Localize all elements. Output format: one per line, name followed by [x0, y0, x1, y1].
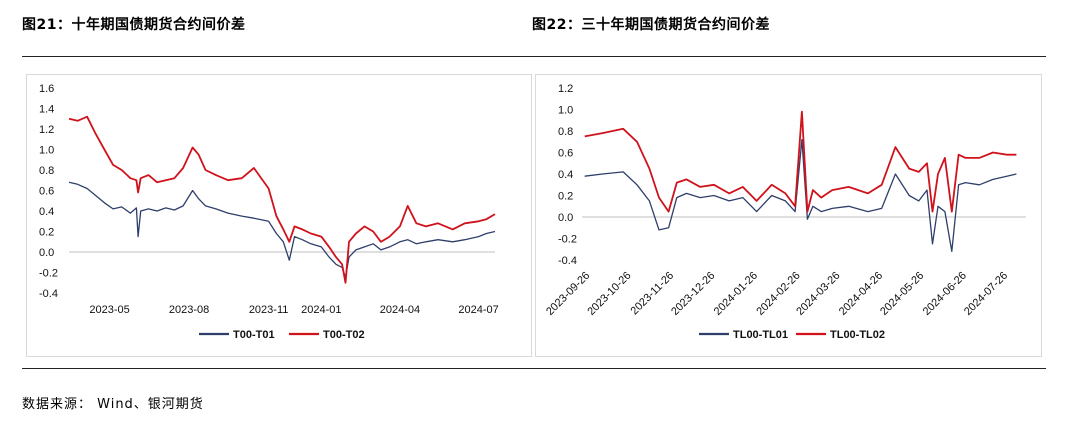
- series-line-t00-t01: [68, 181, 496, 279]
- x-tick-label: 2024-05-26: [878, 270, 926, 318]
- y-tick-label: -0.4: [39, 288, 58, 300]
- chart-panel-thirty-year: -0.4 -0.2 0.0 0.2 0.4 0.6 0.8 1.0 1.2 2023-09-26 2…: [535, 74, 1042, 357]
- x-tick-label: 2024-04-26: [837, 270, 885, 318]
- y-tick-label: 1.4: [39, 104, 54, 116]
- x-tick-label: 2023-05: [89, 304, 129, 316]
- y-tick-label: 0.6: [39, 186, 54, 198]
- x-tick-label: 2023-11: [249, 304, 289, 316]
- x-tick-label: 2024-01: [301, 304, 341, 316]
- legend-label: T00-T01: [233, 329, 275, 341]
- x-tick-label: 2023-10-26: [585, 270, 633, 318]
- y-tick-label: 0.8: [39, 165, 54, 177]
- y-tick-label: 0.2: [558, 191, 573, 203]
- y-tick-label: -0.2: [558, 234, 577, 246]
- legend-label: TL00-TL02: [830, 329, 885, 341]
- x-tick-label: 2024-04: [380, 304, 420, 316]
- y-tick-label: 0.4: [558, 169, 573, 181]
- x-tick-label: 2024-03-26: [794, 270, 842, 318]
- legend-label: TL00-TL01: [733, 329, 788, 341]
- right-chart-title: 图22：三十年期国债期货合约间价差: [532, 17, 770, 33]
- x-tick-label: 2024-07-26: [962, 270, 1010, 318]
- x-tick-label: 2024-01-26: [712, 270, 760, 318]
- top-divider: [22, 56, 1046, 57]
- series-line-tl00-tl01: [584, 138, 1017, 253]
- thirty-year-spread-chart: -0.4-0.20.00.20.40.60.81.01.22023-09-262…: [544, 83, 1026, 341]
- y-tick-label: 0.4: [39, 206, 54, 218]
- ten-year-spread-chart: -0.4 -0.2 0.0 0.2 0.4 0.6 0.8 1.0 1.2 1.4 1.6 2023-…: [39, 83, 499, 341]
- y-tick-label: 0.2: [39, 227, 54, 239]
- y-tick-label: 1.0: [558, 105, 573, 117]
- data-source-note: 数据来源： Wind、银河期货: [22, 397, 204, 412]
- chart-panel-ten-year: -0.4 -0.2 0.0 0.2 0.4 0.6 0.8 1.0 1.2 1.4 1.6 2023-…: [26, 74, 532, 357]
- x-tick-label: 2024-07: [458, 304, 498, 316]
- y-tick-label: -0.4: [558, 255, 577, 267]
- y-tick-label: 1.2: [558, 83, 573, 95]
- y-tick-label: 0.6: [558, 148, 573, 160]
- y-tick-label: 1.0: [39, 145, 54, 157]
- y-tick-label: -0.2: [39, 268, 58, 280]
- y-tick-label: 1.2: [39, 124, 54, 136]
- y-tick-label: 0.0: [558, 212, 573, 224]
- x-tick-label: 2023-09-26: [544, 270, 592, 318]
- x-tick-label: 2024-06-26: [921, 270, 969, 318]
- series-line-t00-t02: [68, 115, 496, 284]
- y-tick-label: 1.6: [39, 83, 54, 95]
- legend-label: T00-T02: [323, 329, 365, 341]
- bottom-divider: [22, 368, 1046, 369]
- y-tick-label: 0.8: [558, 126, 573, 138]
- y-tick-label: 0.0: [39, 247, 54, 259]
- x-tick-label: 2023-08: [169, 304, 209, 316]
- x-tick-label: 2023-12-26: [669, 270, 717, 318]
- series-line-tl00-tl02: [584, 110, 1017, 213]
- left-chart-title: 图21：十年期国债期货合约间价差: [22, 17, 246, 33]
